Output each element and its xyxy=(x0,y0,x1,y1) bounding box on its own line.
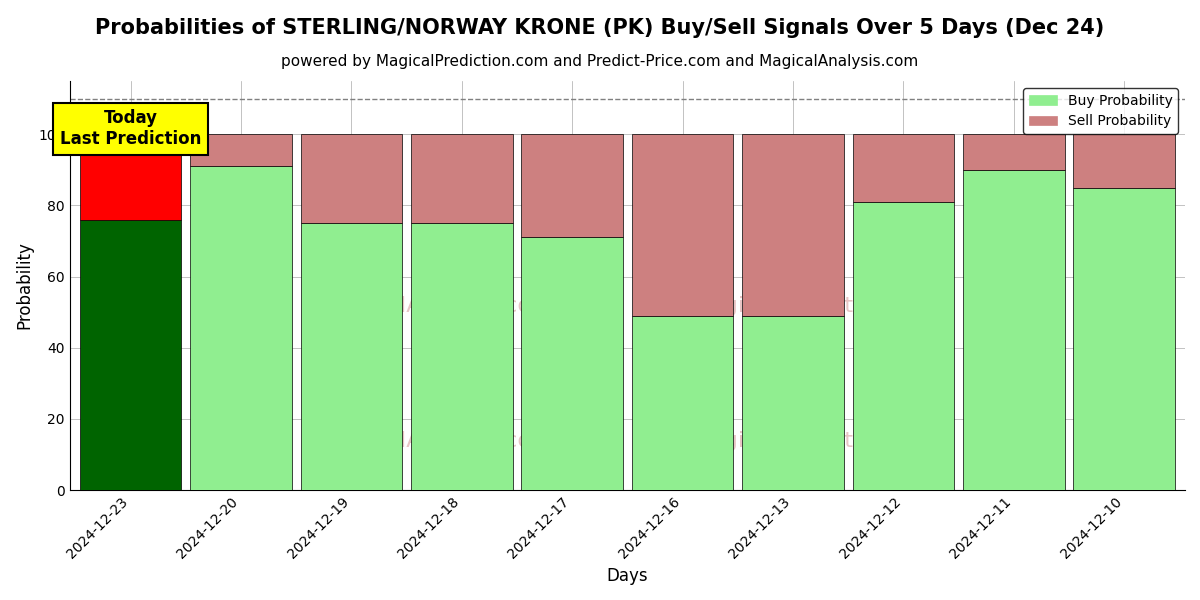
Bar xyxy=(632,134,733,316)
Y-axis label: Probability: Probability xyxy=(14,242,34,329)
Legend: Buy Probability, Sell Probability: Buy Probability, Sell Probability xyxy=(1024,88,1178,134)
Bar xyxy=(190,166,292,490)
Bar xyxy=(743,134,844,316)
X-axis label: Days: Days xyxy=(606,567,648,585)
Bar xyxy=(521,238,623,490)
Text: Probabilities of STERLING/NORWAY KRONE (PK) Buy/Sell Signals Over 5 Days (Dec 24: Probabilities of STERLING/NORWAY KRONE (… xyxy=(95,18,1105,38)
Bar xyxy=(1074,188,1175,490)
Bar xyxy=(632,316,733,490)
Bar xyxy=(410,223,512,490)
Bar xyxy=(300,134,402,223)
Bar xyxy=(853,134,954,202)
Text: MagicalPrediction.com: MagicalPrediction.com xyxy=(691,296,942,316)
Text: MagicalAnalysis.com: MagicalAnalysis.com xyxy=(322,296,553,316)
Bar xyxy=(964,134,1064,170)
Bar xyxy=(1074,134,1175,188)
Bar xyxy=(79,220,181,490)
Text: Today
Last Prediction: Today Last Prediction xyxy=(60,109,202,148)
Bar xyxy=(190,134,292,166)
Text: powered by MagicalPrediction.com and Predict-Price.com and MagicalAnalysis.com: powered by MagicalPrediction.com and Pre… xyxy=(281,54,919,69)
Bar xyxy=(300,223,402,490)
Bar xyxy=(521,134,623,238)
Text: MagicalPrediction.com: MagicalPrediction.com xyxy=(691,431,942,451)
Bar xyxy=(853,202,954,490)
Bar xyxy=(79,134,181,220)
Bar xyxy=(410,134,512,223)
Bar xyxy=(964,170,1064,490)
Text: MagicalAnalysis.com: MagicalAnalysis.com xyxy=(322,431,553,451)
Bar xyxy=(743,316,844,490)
